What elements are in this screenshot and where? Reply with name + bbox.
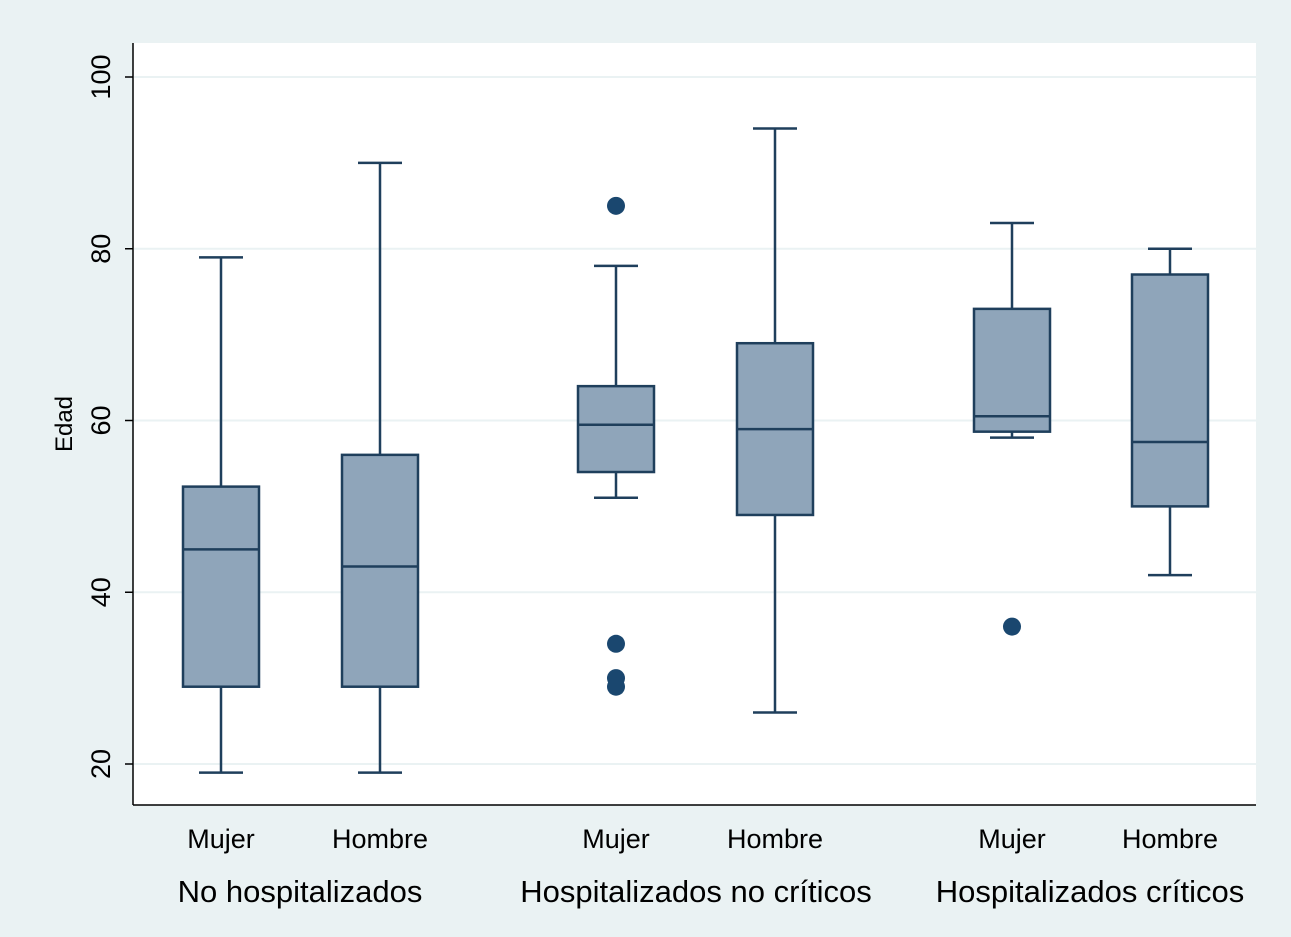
box-1-hombre-iqr-box	[340, 453, 420, 688]
x-tick-labels: Mujer Hombre Mujer Hombre Mujer Hombre	[187, 824, 1218, 854]
box-1-mujer	[181, 256, 261, 774]
group-label-3: Hospitalizados críticos	[936, 874, 1244, 909]
y-tick-label-60: 60	[86, 405, 116, 435]
x-tick-label-3-hombre: Hombre	[1122, 824, 1218, 854]
box-2-mujer	[576, 196, 656, 696]
y-axis-label: Edad	[51, 396, 78, 452]
box-1-hombre	[340, 161, 420, 774]
box-1-mujer-iqr-box	[181, 485, 261, 688]
box-2-mujer-outlier-1	[607, 196, 625, 215]
box-2-hombre	[735, 127, 815, 714]
box-3-mujer-iqr-box	[972, 307, 1052, 433]
group-label-1: No hospitalizados	[178, 874, 423, 909]
group-labels: No hospitalizados Hospitalizados no críti…	[178, 874, 1245, 909]
box-2-mujer-outlier-2	[607, 634, 625, 653]
plot-area	[133, 43, 1256, 805]
box-3-mujer-outlier-1	[1003, 617, 1021, 636]
axes	[125, 43, 1256, 806]
y-tick-label-40: 40	[86, 577, 116, 607]
y-tick-label-20: 20	[86, 749, 116, 779]
box-2-mujer-outlier-4	[607, 677, 625, 696]
box-series	[181, 127, 1210, 774]
grid-lines	[134, 76, 1256, 765]
x-tick-label-1-mujer: Mujer	[187, 824, 255, 854]
box-3-hombre	[1130, 247, 1210, 577]
box-3-hombre-iqr-box	[1130, 273, 1210, 508]
y-tick-labels: 20 40 60 80 100	[86, 54, 116, 779]
box-3-mujer	[972, 221, 1052, 636]
x-tick-label-2-hombre: Hombre	[727, 824, 823, 854]
x-tick-label-2-mujer: Mujer	[582, 824, 650, 854]
y-tick-label-100: 100	[86, 54, 116, 99]
x-tick-label-1-hombre: Hombre	[332, 824, 428, 854]
x-tick-label-3-mujer: Mujer	[978, 824, 1046, 854]
y-tick-label-80: 80	[86, 234, 116, 264]
box-2-mujer-iqr-box	[576, 384, 656, 474]
group-label-2: Hospitalizados no críticos	[520, 874, 872, 909]
